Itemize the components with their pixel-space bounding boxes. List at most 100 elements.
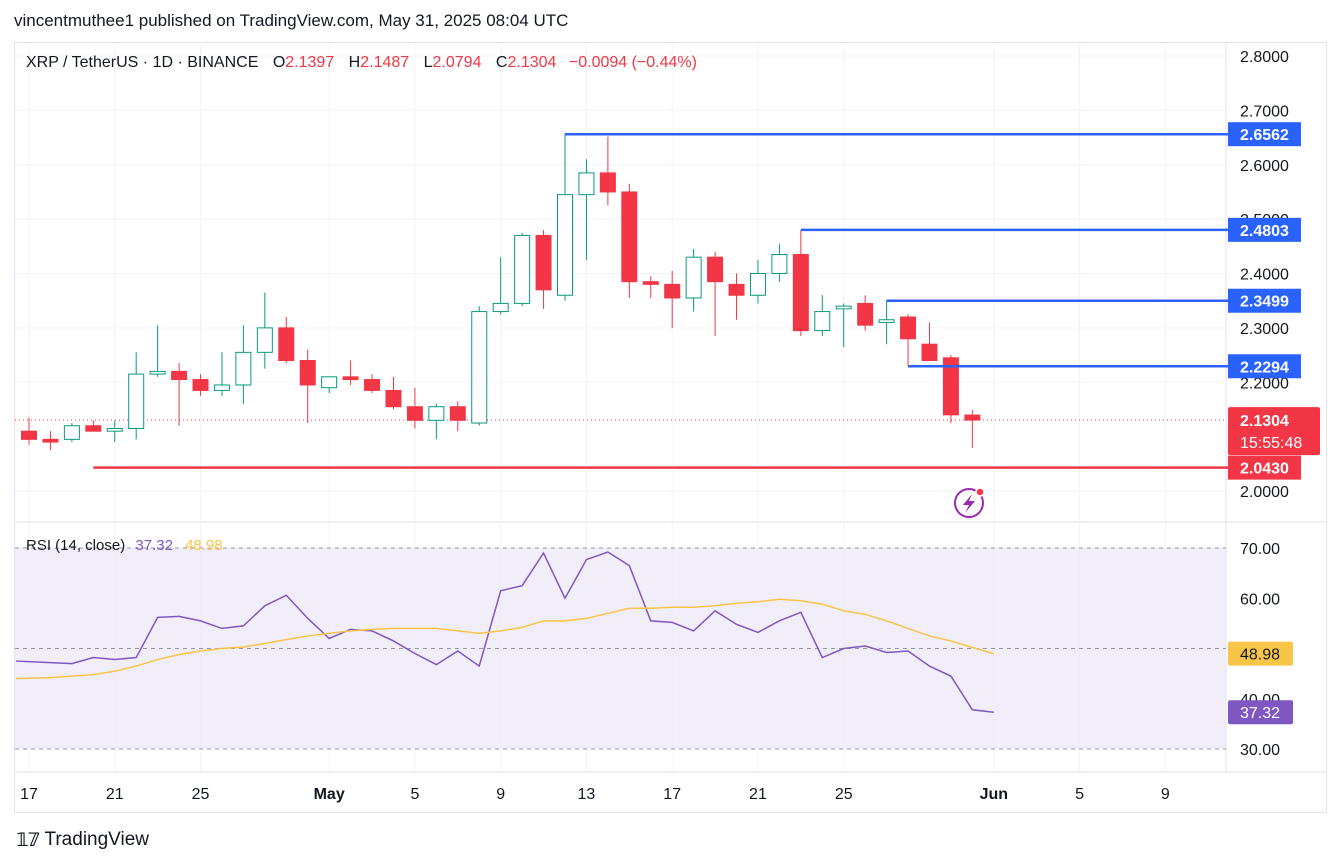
candle-body: [171, 370, 188, 381]
price-tick-label: 2.2000: [1240, 375, 1289, 392]
candle: [921, 322, 938, 361]
price-tick-label: 2.8000: [1240, 49, 1289, 66]
candle: [792, 230, 809, 337]
candle: [771, 243, 788, 282]
candle-body: [364, 379, 381, 391]
candle: [578, 159, 595, 260]
level-tag-bg: [1228, 354, 1301, 379]
candle-body: [449, 406, 466, 421]
rsi-ma-line: [15, 598, 995, 680]
close-value: 2.1304: [507, 54, 557, 71]
candle: [299, 349, 316, 424]
time-tick-label: 25: [835, 786, 853, 803]
price-tick-label: 2.0000: [1240, 484, 1289, 501]
candles: [21, 134, 981, 451]
chart-frame: [14, 42, 1327, 813]
candle-body: [21, 430, 37, 440]
symbol-label[interactable]: XRP / TetherUS · 1D · BINANCE: [26, 54, 259, 71]
candle: [557, 134, 573, 301]
price-tick-label: 2.3000: [1240, 321, 1289, 338]
price-tick-label: 2.7000: [1240, 103, 1289, 120]
candle: [664, 270, 681, 328]
candle: [900, 314, 917, 366]
time-tick-label: 9: [496, 786, 505, 803]
lightning-icon-dot: [975, 487, 985, 497]
level-tag-label: 2.4803: [1240, 223, 1289, 240]
lightning-icon: [954, 487, 985, 518]
level-tag-bg: [1228, 455, 1301, 480]
candle: [514, 232, 531, 307]
level-tag-bg: [1228, 288, 1301, 313]
candle: [857, 295, 874, 331]
candle-body: [213, 384, 230, 391]
level-tag-label: 2.3499: [1240, 294, 1289, 311]
open-label: O: [272, 54, 286, 71]
rsi-band: [15, 548, 1226, 749]
candle: [964, 410, 981, 448]
candle: [942, 355, 959, 424]
rsi-title[interactable]: RSI (14, close): [26, 537, 126, 554]
last-price-tag: 2.1304 15:55:48: [1228, 407, 1320, 456]
time-tick-label: 21: [106, 786, 124, 803]
high-value: 2.1487: [360, 54, 410, 71]
time-tick-label: 9: [1161, 786, 1170, 803]
price-tick-label: 2.6000: [1240, 158, 1289, 175]
rsi-line: [15, 551, 994, 713]
candle-body: [857, 302, 874, 326]
close-label: C: [495, 54, 508, 71]
level-price-tag: 2.4803: [1228, 217, 1301, 242]
candle-body: [642, 281, 659, 285]
change-value: −0.0094 (−0.44%): [568, 54, 697, 71]
candle: [621, 183, 638, 298]
candle: [449, 401, 466, 432]
candle: [406, 387, 423, 429]
candle: [492, 257, 509, 315]
candle-body: [471, 311, 488, 424]
candle: [21, 417, 37, 445]
candle-body: [192, 379, 209, 391]
candle: [342, 360, 359, 385]
level-tag-label: 2.6562: [1240, 127, 1289, 144]
candle-body: [771, 253, 788, 274]
candle: [385, 376, 402, 410]
candle-body: [514, 234, 531, 304]
rsi-tick-label: 30.00: [1240, 742, 1280, 759]
candle: [685, 249, 702, 312]
high-label: H: [348, 54, 361, 71]
candle: [728, 273, 745, 320]
candle-body: [299, 360, 316, 386]
level-price-tag: 2.2294: [1228, 354, 1301, 379]
candle: [171, 363, 188, 426]
candle-body: [921, 343, 938, 361]
candle-body: [814, 311, 831, 332]
candle-body: [85, 425, 102, 432]
candle-body: [599, 172, 616, 193]
candle: [128, 352, 145, 440]
lightning-icon-ring: [954, 488, 984, 518]
publish-line: vincentmuthee1 published on TradingView.…: [14, 11, 569, 30]
candle: [814, 295, 831, 337]
candle-body: [749, 273, 766, 296]
rsi-value-tag: 37.32: [1228, 700, 1293, 725]
level-price-tag: 2.0430: [1228, 455, 1301, 480]
candle-body: [578, 172, 595, 196]
candle: [878, 300, 895, 345]
value-tag-bg: [1228, 700, 1293, 725]
rsi-tick-label: 60.00: [1240, 591, 1280, 608]
candle: [278, 317, 295, 364]
candle: [256, 292, 273, 369]
lightning-icon-bolt: [963, 494, 975, 513]
level-tag-label: 2.2294: [1240, 359, 1289, 376]
price-tick-label: 2.4000: [1240, 267, 1289, 284]
ohlc-legend: XRP / TetherUS · 1D · BINANCE O2.1397 H2…: [26, 54, 697, 72]
tradingview-logo[interactable]: 𝟙𝟟 TradingView: [16, 829, 149, 851]
last-price-tag-label: 2.1304: [1240, 413, 1289, 430]
candle: [149, 325, 166, 377]
candle: [213, 352, 230, 396]
candle-body: [106, 427, 123, 432]
candle-body: [964, 414, 981, 421]
candle: [428, 404, 445, 440]
candle-body: [728, 283, 745, 296]
candle: [707, 251, 724, 337]
